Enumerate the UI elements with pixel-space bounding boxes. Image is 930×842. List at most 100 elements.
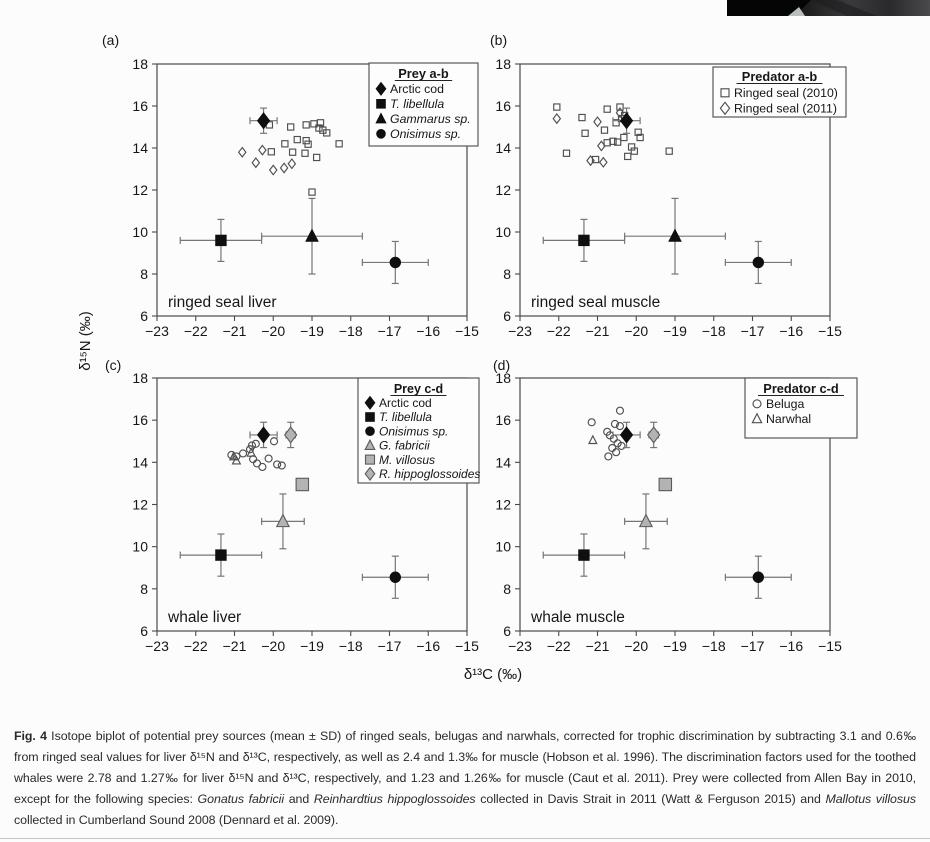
marker-filled-triangle [668, 228, 682, 242]
marker-filled-diamond [619, 426, 634, 444]
marker-open-circle [604, 452, 613, 461]
marker-open-diamond [719, 101, 731, 116]
legend-item-label: T. libellula [390, 97, 444, 111]
series-narwhal [228, 447, 257, 465]
marker-open-circle [238, 449, 248, 458]
x-tick-label: −23 [145, 638, 169, 654]
tissue-label: ringed seal muscle [531, 294, 660, 311]
marker-gray-square [658, 477, 673, 492]
marker-open-circle [269, 437, 279, 446]
photo-shadow-streak [811, 0, 877, 16]
marker-open-diamond [615, 107, 625, 119]
x-tick-labels: −23 −22 −21 −20 −19 −18 −17 −16 −15 [145, 631, 479, 654]
mean-points [179, 421, 429, 599]
y-tick-label: 18 [495, 370, 511, 386]
marker-open-square [600, 126, 609, 134]
marker-open-square [312, 153, 321, 162]
marker-open-square [603, 105, 611, 113]
x-tick-label: −22 [184, 323, 208, 339]
series-ringed-seal-2010- [553, 103, 673, 164]
x-tick-label: −18 [702, 638, 726, 654]
marker-open-square [624, 152, 632, 161]
mean-points [179, 107, 429, 285]
marker-open-circle [277, 461, 286, 470]
legend-title: Prey a-b [398, 66, 449, 81]
y-tick-label: 16 [132, 412, 148, 428]
legend-item-label: Arctic cod [379, 396, 432, 410]
y-tick-label: 14 [132, 140, 148, 156]
marker-gray-triangle [275, 513, 291, 528]
x-tick-label: −22 [547, 638, 571, 654]
x-tick-label: −23 [508, 638, 532, 654]
x-axis-title: δ¹³C (‰) [464, 666, 522, 683]
legend-item-label: Onisimus sp. [379, 424, 448, 438]
x-tick-label: −15 [818, 638, 842, 654]
y-tick-labels: 6 8 10 12 14 16 18 [495, 56, 520, 324]
x-tick-label: −19 [300, 323, 324, 339]
legend-item-label: Ringed seal (2011) [734, 102, 837, 116]
marker-open-circle [251, 439, 260, 448]
marker-open-square [267, 148, 275, 156]
series-beluga [227, 437, 286, 472]
marker-open-circle [258, 462, 267, 472]
tissue-label: whale muscle [530, 609, 625, 626]
marker-open-circle [752, 399, 762, 409]
x-tick-label: −21 [586, 323, 610, 339]
y-tick-label: 12 [132, 182, 148, 198]
marker-gray-diamond [364, 466, 376, 481]
marker-open-square [581, 129, 589, 137]
legend-item-label: Gammarus sp. [390, 112, 471, 126]
marker-open-square [665, 147, 673, 155]
y-axis-title: δ¹⁵N (‰) [77, 311, 94, 371]
panel-c: −23 −22 −21 −20 −19 −18 −17 −16 −15 6 8 10 12 14 16 18 (… [105, 357, 480, 654]
marker-filled-circle [752, 571, 765, 583]
marker-open-square [613, 138, 622, 146]
legend-box [368, 62, 479, 147]
isotope-biplot-figure: −23 −22 −21 −20 −19 −18 −17 −16 −15681012141618(… [77, 32, 858, 683]
legend-title: Prey c-d [394, 382, 443, 396]
legend-item-label: Narwhal [766, 412, 811, 426]
marker-filled-square [578, 234, 590, 247]
x-tick-label: −23 [145, 323, 169, 339]
y-tick-label: 12 [495, 497, 511, 513]
marker-gray-triangle [364, 438, 376, 451]
marker-filled-circle [389, 256, 402, 269]
marker-open-square [634, 128, 642, 136]
bottom-divider [0, 838, 930, 839]
legend-item-label: M. villosus [379, 453, 435, 467]
x-tick-label: −16 [416, 638, 440, 654]
x-tick-label: −20 [624, 638, 648, 654]
marker-filled-circle [376, 129, 386, 139]
marker-open-circle [615, 421, 625, 431]
x-tick-label: −17 [741, 323, 765, 339]
x-tick-label: −17 [741, 638, 765, 654]
y-tick-label: 10 [132, 224, 148, 240]
marker-open-diamond [279, 162, 289, 174]
legend-b: Predator a-b Ringed seal (2010) Ringed sea… [712, 66, 847, 118]
y-tick-label: 8 [503, 266, 511, 282]
marker-open-circle [610, 419, 620, 429]
legend-item-label: T. libellula [379, 410, 432, 424]
marker-filled-square [578, 549, 590, 561]
photo-highlight [788, 7, 805, 16]
tissue-label: ringed seal liver [168, 294, 277, 311]
x-tick-label: −19 [663, 638, 687, 654]
marker-open-square [616, 103, 624, 111]
y-tick-label: 6 [140, 308, 148, 324]
marker-gray-diamond [646, 426, 661, 444]
legend-item-label: G. fabricii [379, 439, 430, 453]
marker-gray-triangle [638, 513, 654, 528]
y-tick-label: 14 [495, 454, 511, 470]
marker-open-square [562, 149, 571, 157]
marker-filled-circle [752, 256, 765, 269]
marker-filled-diamond [256, 426, 271, 444]
marker-open-square [287, 123, 295, 131]
y-tick-label: 8 [140, 266, 148, 282]
marker-open-square [323, 129, 331, 137]
legend-item-label: Ringed seal (2010) [734, 86, 838, 100]
marker-open-square [720, 88, 730, 98]
marker-open-square [620, 133, 628, 142]
panel-letter-label: (d) [493, 357, 510, 373]
y-tick-labels: 6 8 10 12 14 16 18 [132, 370, 157, 639]
